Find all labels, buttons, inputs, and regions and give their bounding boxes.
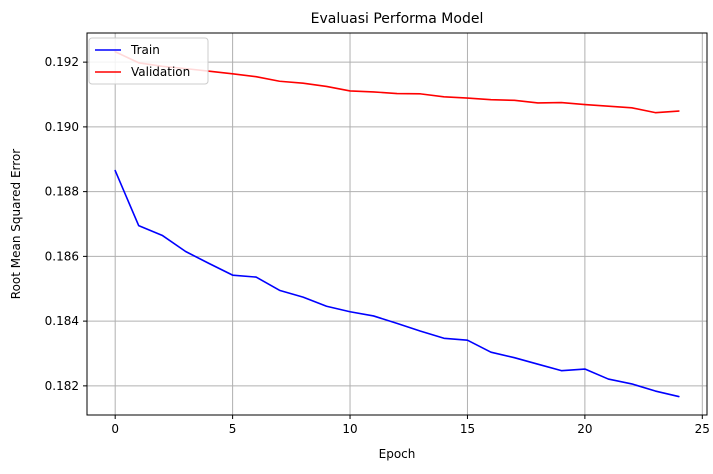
- x-tick-label: 25: [695, 422, 710, 436]
- y-tick-label: 0.192: [45, 55, 79, 69]
- series-line-validation: [114, 50, 680, 114]
- x-tick-label: 20: [577, 422, 592, 436]
- series-layer: [114, 50, 680, 398]
- y-axis-label: Root Mean Squared Error: [9, 149, 23, 300]
- y-tick-label: 0.186: [45, 249, 79, 263]
- y-tick-label: 0.182: [45, 379, 79, 393]
- legend-label-validation: Validation: [131, 65, 190, 79]
- x-axis-label: Epoch: [379, 447, 416, 461]
- y-tick-label: 0.190: [45, 120, 79, 134]
- x-tick-label: 10: [342, 422, 357, 436]
- plot-frame: [86, 32, 708, 416]
- x-tick-label: 15: [460, 422, 475, 436]
- y-tick-label: 0.184: [45, 314, 79, 328]
- y-tick-label: 0.188: [45, 185, 79, 199]
- chart-title: Evaluasi Performa Model: [311, 11, 484, 27]
- x-tick-label: 0: [111, 422, 119, 436]
- legend-label-train: Train: [130, 43, 160, 57]
- legend: Train Validation: [88, 37, 209, 85]
- series-line-train: [114, 169, 680, 398]
- x-tick-label: 5: [229, 422, 237, 436]
- grid-layer: [87, 33, 707, 415]
- tick-layer: 0 5 10 15 20 25 0.182 0.184 0.186 0.188 0.190 0.192: [45, 55, 710, 436]
